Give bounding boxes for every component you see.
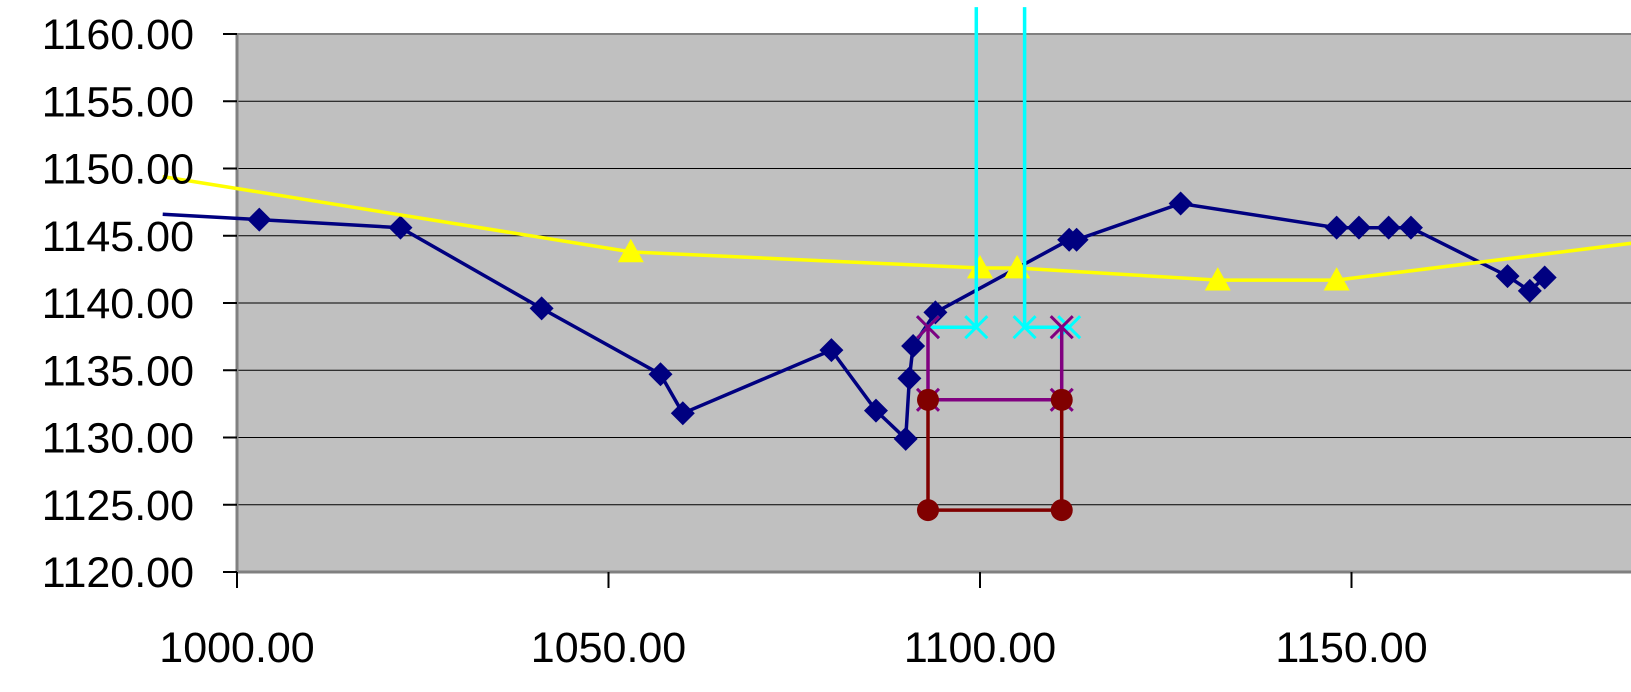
- data-point-triangle: [617, 238, 644, 263]
- data-point-triangle: [1323, 267, 1350, 291]
- x-tick-label: 1050.00: [531, 624, 686, 672]
- data-point-diamond: [1398, 215, 1423, 240]
- data-point-x: [1012, 315, 1037, 340]
- data-point-diamond: [1495, 264, 1520, 289]
- data-point-diamond: [1517, 278, 1542, 303]
- data-point-diamond: [1064, 227, 1089, 252]
- data-point-triangle: [967, 255, 993, 279]
- data-point-diamond: [923, 300, 948, 325]
- data-point-diamond: [1376, 215, 1401, 240]
- y-tick-label: 1120.00: [42, 549, 194, 597]
- y-tick-label: 1135.00: [42, 347, 194, 395]
- x-tick-label: 1100.00: [904, 624, 1056, 672]
- axes: [223, 33, 1631, 588]
- data-point-diamond: [1346, 215, 1371, 240]
- data-point-diamond: [893, 426, 918, 451]
- data-point-diamond: [863, 398, 888, 423]
- data-point-diamond: [529, 296, 554, 321]
- data-point-x: [915, 315, 941, 340]
- data-point-circle: [1050, 388, 1073, 411]
- x-tick-label: 1000.00: [159, 624, 314, 672]
- data-point-diamond: [388, 215, 413, 240]
- x-tick-label: 1150.00: [1275, 624, 1427, 672]
- data-point-diamond: [819, 338, 844, 363]
- series-4: [916, 388, 1073, 522]
- y-tick-label: 1155.00: [42, 78, 194, 126]
- y-tick-label: 1145.00: [42, 213, 194, 261]
- data-point-circle: [916, 388, 939, 411]
- series-line: [926, 399, 1064, 512]
- tick-labels: 1120.00 1125.00 1130.00 1135.00 1140.00 1145.…: [42, 11, 1428, 672]
- data-point-diamond: [1532, 265, 1557, 290]
- data-point-diamond: [901, 334, 926, 359]
- data-point-diamond: [897, 366, 922, 391]
- data-point-diamond: [1324, 215, 1349, 240]
- y-tick-label: 1125.00: [42, 482, 194, 530]
- series-line: [926, 327, 1064, 402]
- data-point-diamond: [247, 207, 272, 232]
- data-point-circle: [916, 499, 939, 522]
- data-point-triangle: [1204, 267, 1231, 291]
- data-point-circle: [1050, 499, 1073, 522]
- data-point-diamond: [670, 401, 695, 426]
- y-tick-label: 1130.00: [42, 415, 194, 463]
- y-tick-label: 1150.00: [42, 146, 194, 194]
- data-point-x: [1049, 315, 1074, 340]
- y-tick-label: 1140.00: [42, 280, 194, 328]
- data-point-x: [964, 315, 989, 340]
- data-point-diamond: [1168, 191, 1193, 216]
- y-tick-label: 1160.00: [42, 11, 194, 59]
- data-point-diamond: [648, 362, 673, 387]
- series-layer: [162, 7, 1631, 522]
